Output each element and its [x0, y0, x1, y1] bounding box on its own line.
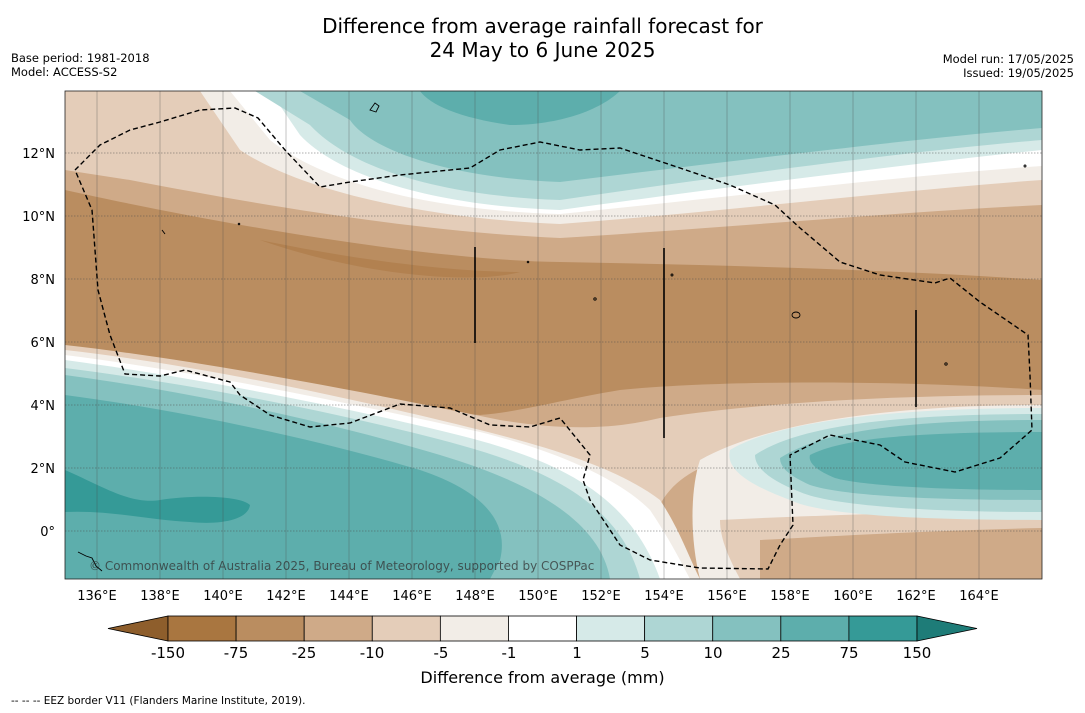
lon-tick-164e: 164°E	[959, 589, 999, 604]
lat-axis-labels: 12°N 10°N 8°N 6°N 4°N 2°N 0°	[22, 147, 55, 540]
lat-tick-12n: 12°N	[22, 147, 55, 162]
title-line-1: Difference from average rainfall forecas…	[322, 14, 763, 38]
issued-text: Issued: 19/05/2025	[963, 66, 1074, 80]
colorbar-label: -75	[224, 644, 249, 662]
meta-left: Base period: 1981-2018 Model: ACCESS-S2	[11, 51, 150, 79]
copyright-text: © Commonwealth of Australia 2025, Bureau…	[89, 559, 594, 573]
base-period-text: Base period: 1981-2018	[11, 51, 150, 65]
colorbar-label: 75	[839, 644, 858, 662]
colorbar-label: -25	[292, 644, 317, 662]
colorbar	[107, 615, 978, 642]
lon-tick-136e: 136°E	[77, 589, 117, 604]
parallels	[65, 152, 1042, 532]
lon-tick-142e: 142°E	[266, 589, 306, 604]
islands	[77, 102, 1027, 572]
colorbar-over-arrow	[916, 615, 978, 642]
lat-tick-0: 0°	[40, 525, 55, 540]
colorbar-label: 10	[703, 644, 722, 662]
lon-tick-148e: 148°E	[455, 589, 495, 604]
colorbar-label: 1	[572, 644, 582, 662]
model-run-text: Model run: 17/05/2025	[942, 52, 1074, 66]
lon-tick-156e: 156°E	[707, 589, 747, 604]
contour-band-5daeac-sw	[65, 395, 502, 579]
contour-band-5daeac	[420, 91, 620, 125]
island-dot-1	[237, 222, 241, 226]
colorbar-labels: -150 -75 -25 -10 -5 -1 1 5 10 25 75 150	[151, 644, 931, 662]
contour-fill-layer	[65, 91, 1042, 579]
colorbar-swatch	[439, 615, 509, 642]
lon-tick-152e: 152°E	[581, 589, 621, 604]
colorbar-under-arrow	[107, 615, 169, 642]
lon-tick-154e: 154°E	[644, 589, 684, 604]
colorbar-swatch	[644, 615, 714, 642]
map-frame	[64, 90, 1043, 580]
island-dot-4	[670, 273, 674, 277]
colorbar-swatch	[848, 615, 918, 642]
colorbar-label: -1	[502, 644, 517, 662]
island-dot-3	[593, 297, 597, 301]
lon-tick-144e: 144°E	[329, 589, 369, 604]
chart-title: Difference from average rainfall forecas…	[0, 14, 1085, 62]
lon-tick-138e: 138°E	[140, 589, 180, 604]
colorbar-label: 5	[640, 644, 650, 662]
island-yap	[161, 229, 166, 235]
colorbar-swatch	[167, 615, 237, 642]
colorbar-swatch	[576, 615, 646, 642]
colorbar-swatch	[780, 615, 850, 642]
colorbar-swatch	[712, 615, 782, 642]
colorbar-label: -10	[360, 644, 385, 662]
island-group-sw	[77, 551, 103, 572]
colorbar-swatch	[235, 615, 305, 642]
colorbar-label: 25	[771, 644, 790, 662]
island-pohnpei	[791, 311, 801, 319]
colorbar-label: -150	[151, 644, 185, 662]
contour-band-ba8d60	[65, 190, 1042, 415]
colorbar-swatch	[303, 615, 373, 642]
contour-band-359a97-sw	[65, 470, 250, 523]
lon-tick-158e: 158°E	[770, 589, 810, 604]
lon-axis-labels: 136°E 138°E 140°E 142°E 144°E 146°E 148°…	[77, 589, 999, 604]
lon-tick-146e: 146°E	[392, 589, 432, 604]
colorbar-swatch	[371, 615, 441, 642]
boundary-lines	[474, 247, 917, 438]
colorbar-label: -5	[434, 644, 449, 662]
meta-right: Model run: 17/05/2025 Issued: 19/05/2025	[943, 52, 1074, 80]
lon-tick-140e: 140°E	[203, 589, 243, 604]
island-dot-5	[944, 362, 948, 366]
graticule	[96, 91, 980, 579]
lon-tick-160e: 160°E	[833, 589, 873, 604]
lon-tick-150e: 150°E	[518, 589, 558, 604]
eez-footnote: -- -- -- EEZ border V11 (Flanders Marine…	[11, 695, 306, 707]
lat-tick-8n: 8°N	[31, 273, 56, 288]
colorbar-label: 150	[903, 644, 932, 662]
island-dot-6	[1023, 164, 1027, 168]
lon-tick-162e: 162°E	[896, 589, 936, 604]
lat-tick-2n: 2°N	[31, 462, 56, 477]
colorbar-title: Difference from average (mm)	[420, 668, 665, 687]
title-line-2: 24 May to 6 June 2025	[429, 38, 656, 62]
lat-tick-10n: 10°N	[22, 210, 55, 225]
island-dot-2	[526, 260, 530, 264]
island-north	[369, 102, 380, 113]
eez-border	[74, 107, 1033, 570]
contour-band-5daeac-east	[809, 432, 1042, 490]
contour-band-cfaa88-east	[760, 528, 1042, 579]
lat-tick-6n: 6°N	[31, 336, 56, 351]
lat-tick-4n: 4°N	[31, 399, 56, 414]
colorbar-swatch	[508, 615, 577, 642]
model-text: Model: ACCESS-S2	[11, 65, 118, 79]
eez-border-palau-west	[74, 107, 1033, 570]
contour-band-a97640	[260, 240, 520, 278]
